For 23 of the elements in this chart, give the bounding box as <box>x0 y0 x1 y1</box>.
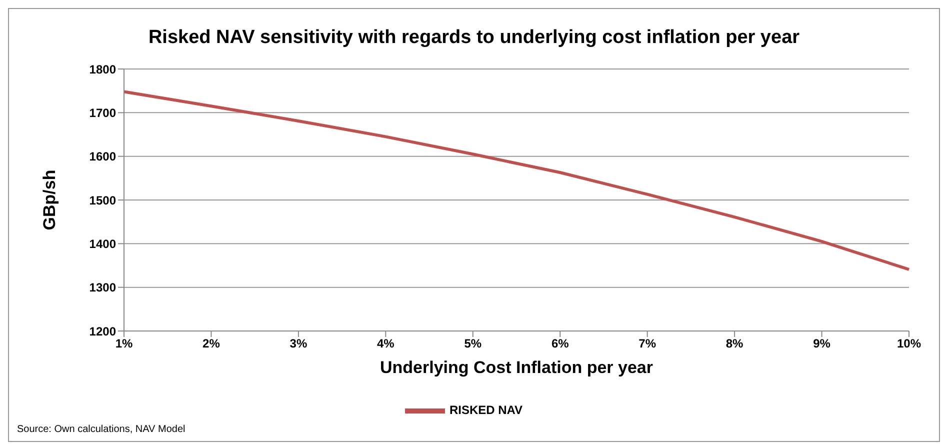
y-tick-label: 1200 <box>89 324 116 338</box>
line-series <box>122 90 910 271</box>
y-axis-title: GBp/sh <box>40 170 60 230</box>
x-tick-label: 5% <box>464 336 482 351</box>
x-tick-label: 7% <box>638 336 656 351</box>
y-tick-label: 1500 <box>89 193 116 208</box>
x-tick-label: 4% <box>376 336 395 351</box>
x-tick-label: 1% <box>115 336 133 351</box>
source-note: Source: Own calculations, NAV Model <box>17 424 186 435</box>
x-tick-label: 3% <box>290 336 308 351</box>
x-tick-label: 8% <box>726 336 744 351</box>
x-tick-label: 6% <box>551 336 570 351</box>
y-tick-label: 1300 <box>89 280 116 295</box>
y-tick-label: 1400 <box>89 236 116 251</box>
y-tick-label: 1600 <box>89 150 116 164</box>
y-tick-label: 1800 <box>89 62 116 76</box>
x-tick-label: 2% <box>202 336 220 351</box>
x-tick-label: 10% <box>896 336 922 351</box>
x-axis-title: Underlying Cost Inflation per year <box>380 358 654 377</box>
x-tick-label: 9% <box>813 336 831 351</box>
y-tick-label: 1700 <box>89 106 116 120</box>
chart-title: Risked NAV sensitivity with regards to underlying cost inflation per year <box>147 27 801 49</box>
legend-label: RISKED NAV <box>449 403 523 418</box>
